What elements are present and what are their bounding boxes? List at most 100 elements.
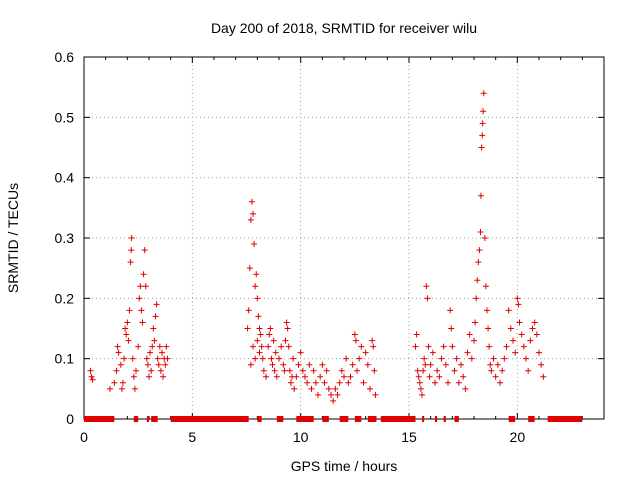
data-point [424, 295, 431, 302]
data-point [336, 379, 343, 386]
data-point [147, 349, 154, 356]
zero-band-marks [454, 416, 459, 422]
data-point [481, 235, 488, 241]
zero-band-marks [84, 416, 115, 422]
data-point [420, 367, 427, 374]
data-point [362, 349, 369, 356]
y-tick-label: 0.2 [55, 290, 75, 306]
data-point [349, 361, 356, 368]
data-point [505, 307, 512, 314]
x-tick-label: 15 [401, 429, 417, 445]
data-point [281, 367, 288, 374]
y-tick-label: 0.3 [55, 230, 75, 246]
data-point [252, 355, 259, 362]
data-points [84, 90, 583, 422]
data-point [254, 295, 261, 302]
data-point [486, 343, 493, 350]
data-point [278, 343, 285, 350]
data-point [438, 355, 445, 362]
x-tick-label: 5 [188, 429, 196, 445]
data-point [515, 301, 522, 308]
data-point [276, 355, 282, 362]
data-point [295, 361, 302, 368]
x-tick-label: 20 [510, 429, 526, 445]
data-point [372, 391, 379, 398]
data-point [154, 355, 161, 362]
x-tick-label: 10 [293, 429, 309, 445]
data-point [427, 361, 434, 368]
data-point [114, 343, 121, 350]
y-tick-label: 0 [66, 411, 74, 427]
zero-band-marks [133, 416, 139, 422]
data-point [256, 349, 263, 356]
data-point [371, 367, 378, 374]
data-point [251, 241, 258, 248]
data-point [250, 343, 256, 350]
data-point [88, 373, 95, 380]
data-point [256, 325, 263, 332]
data-point [434, 367, 441, 374]
zero-band-marks [146, 416, 149, 422]
data-point [272, 349, 279, 356]
data-point [122, 325, 129, 332]
data-point [129, 355, 136, 362]
zero-band-marks [322, 416, 329, 422]
data-point [540, 373, 547, 380]
data-point [429, 349, 436, 356]
data-point [123, 331, 130, 338]
data-point [159, 349, 165, 356]
data-point [417, 385, 424, 392]
data-point [268, 355, 275, 362]
data-point [259, 355, 266, 362]
data-point [477, 192, 484, 199]
chart-title: Day 200 of 2018, SRMTID for receiver wil… [211, 20, 477, 36]
data-point [244, 325, 251, 332]
data-point [538, 361, 545, 368]
y-tick-label: 0.1 [55, 351, 75, 367]
zero-band-marks [339, 416, 349, 422]
data-point [285, 343, 292, 350]
zero-band-marks [508, 416, 516, 422]
data-point [413, 331, 420, 338]
data-point [525, 367, 532, 374]
data-point [507, 325, 514, 332]
data-point [514, 295, 521, 302]
data-point [270, 337, 277, 344]
data-point [369, 337, 376, 344]
data-point [299, 367, 306, 374]
data-point [475, 259, 482, 266]
data-point [341, 373, 347, 380]
data-point [140, 271, 147, 278]
data-point [474, 277, 481, 284]
tick-labels: 0 0.1 0.2 0.3 0.4 0.5 0.6 0 5 10 15 20 [55, 49, 526, 445]
data-point [160, 373, 167, 380]
data-point [246, 265, 253, 272]
data-point [111, 379, 118, 386]
data-point [127, 259, 134, 266]
data-point [269, 361, 276, 368]
data-point [304, 379, 311, 386]
data-point [533, 331, 540, 338]
data-point [451, 367, 458, 374]
zero-band-marks [547, 416, 583, 422]
zero-band-marks [367, 416, 377, 422]
data-point [247, 216, 254, 223]
data-point [458, 361, 464, 368]
data-point [121, 355, 128, 362]
data-point [253, 271, 260, 278]
data-point [367, 385, 373, 392]
data-point [531, 319, 538, 326]
data-point [117, 361, 124, 368]
data-point [440, 343, 447, 350]
data-point [325, 385, 332, 392]
data-point [343, 355, 350, 362]
data-point [448, 325, 455, 332]
data-point [282, 337, 289, 344]
data-point [263, 373, 269, 380]
data-point [258, 343, 265, 350]
data-point [317, 373, 324, 380]
zero-band-marks [422, 416, 425, 422]
data-point [419, 391, 425, 398]
data-point [245, 307, 252, 314]
data-point [125, 337, 132, 344]
